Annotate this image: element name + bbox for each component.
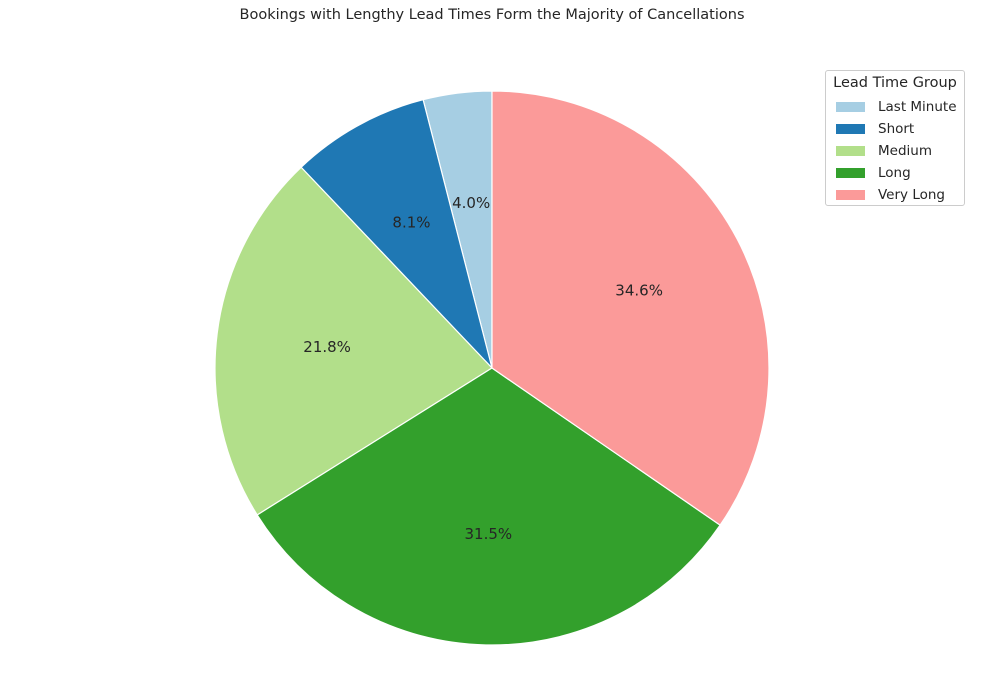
- legend-item-medium: Medium: [836, 143, 932, 159]
- legend-label: Last Minute: [878, 99, 957, 115]
- pie-label-last-minute: 4.0%: [452, 194, 490, 212]
- pie-slice-very-long: [491, 90, 770, 526]
- legend-title: Lead Time Group: [833, 75, 957, 91]
- legend-item-last-minute: Last Minute: [836, 99, 957, 115]
- legend-swatch: [836, 102, 865, 112]
- pie-slice-short: [300, 99, 493, 369]
- legend-label: Short: [878, 121, 915, 137]
- pie-slices: [214, 90, 770, 646]
- legend-swatch: [836, 190, 865, 200]
- pie-label-long: 31.5%: [465, 525, 513, 543]
- legend-item-long: Long: [836, 165, 911, 181]
- pie-labels: 4.0% 8.1% 21.8% 31.5% 34.6%: [303, 194, 663, 543]
- pie-label-short: 8.1%: [392, 214, 430, 232]
- legend-label: Long: [878, 165, 911, 181]
- legend-item-short: Short: [836, 121, 914, 137]
- legend-item-very-long: Very Long: [836, 187, 945, 203]
- pie-slice-long: [256, 367, 721, 646]
- pie-label-medium: 21.8%: [303, 338, 351, 356]
- pie-slice-medium: [214, 166, 493, 516]
- legend-swatch: [836, 124, 865, 134]
- chart-title: Bookings with Lengthy Lead Times Form th…: [239, 7, 745, 23]
- legend-swatch: [836, 168, 865, 178]
- legend-label: Medium: [878, 143, 932, 159]
- legend-label: Very Long: [878, 187, 945, 203]
- legend: Lead Time Group Last Minute Short Medium Lo…: [825, 70, 965, 206]
- pie-label-very-long: 34.6%: [615, 282, 663, 300]
- legend-swatch: [836, 146, 865, 156]
